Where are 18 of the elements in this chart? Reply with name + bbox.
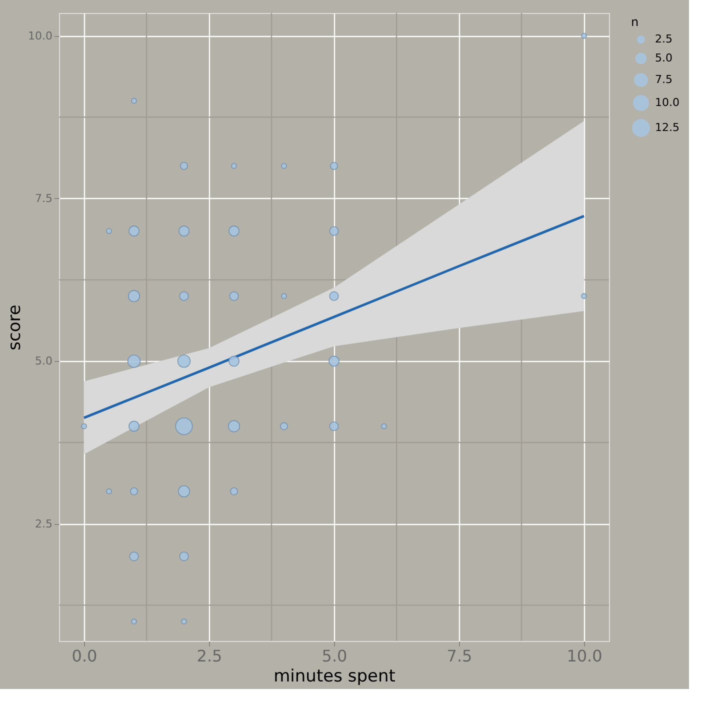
legend-label: 2.5 bbox=[655, 32, 672, 46]
x-tick-label: 7.5 bbox=[446, 646, 472, 666]
x-tick-label: 10.0 bbox=[566, 646, 602, 666]
y-axis-title: score bbox=[5, 304, 26, 350]
x-tick-label: 2.5 bbox=[196, 646, 222, 666]
legend-label: 12.5 bbox=[655, 121, 680, 134]
y-tick-label: 5.0 bbox=[35, 354, 52, 368]
y-tick-label: 7.5 bbox=[35, 192, 52, 205]
y-tick-label: 2.5 bbox=[35, 517, 52, 530]
legend-label: 5.0 bbox=[655, 52, 672, 64]
y-tick-label: 10.0 bbox=[28, 29, 52, 42]
x-tick-label: 0.0 bbox=[72, 646, 98, 666]
legend-label: 10.0 bbox=[655, 96, 680, 109]
line-series bbox=[82, 214, 586, 420]
legend-title: n bbox=[631, 15, 639, 29]
x-axis-title: minutes spent bbox=[274, 666, 396, 686]
x-tick-label: 5.0 bbox=[322, 646, 348, 666]
legend-label: 7.5 bbox=[655, 73, 672, 86]
